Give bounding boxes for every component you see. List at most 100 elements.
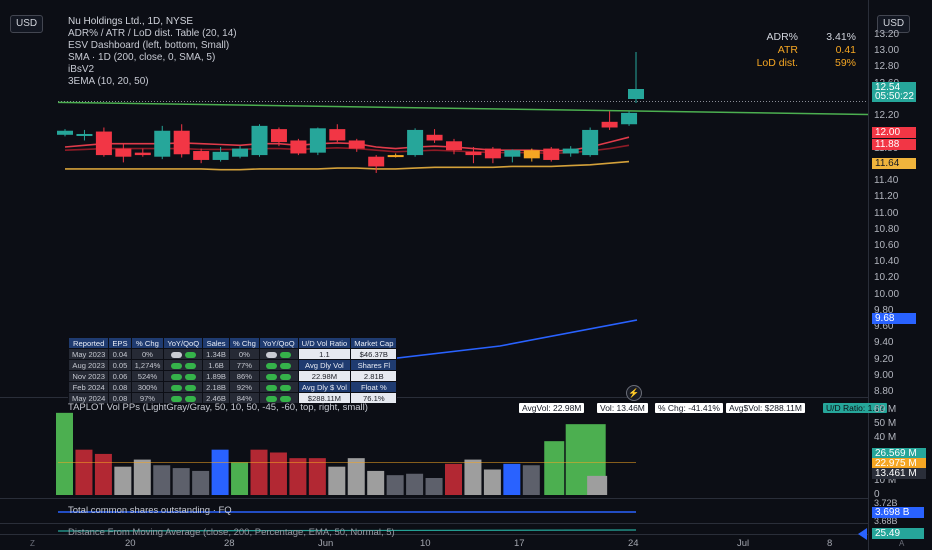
candle-body [290, 140, 307, 154]
currency-button-left[interactable]: USD [10, 15, 44, 33]
status-dot-icon [280, 384, 292, 391]
table-cell: Feb 2024 [67, 381, 110, 393]
axis-divider [868, 0, 869, 550]
volume-pane-title[interactable]: TAPLOT Vol PPs (LightGray/Gray, 50, 10, … [68, 402, 368, 413]
table-cell: 0.06 [108, 370, 132, 382]
price-axis-label: 10.40 [874, 256, 900, 268]
volume-bar [269, 452, 287, 495]
time-axis-divider [0, 534, 868, 535]
indicator-3ema[interactable]: 3EMA (10, 20, 50) [68, 76, 149, 87]
table-cell: 0% [229, 348, 260, 360]
table-cell: 0.04 [108, 348, 132, 360]
yoy-indicator-cell [163, 392, 204, 404]
candle-body [484, 148, 501, 159]
status-dot-icon [170, 351, 182, 358]
status-dot-icon [266, 362, 278, 369]
zoom-icon[interactable]: Z [30, 539, 35, 548]
pane-divider [0, 523, 868, 524]
lightning-icon[interactable]: ⚡ [626, 385, 642, 401]
time-axis-label: 8 [827, 538, 833, 549]
adr-value: 59% [834, 57, 856, 69]
volume-stat-box: % Chg: -41.41% [655, 403, 723, 413]
price-axis-label: 12.80 [874, 61, 900, 73]
status-dot-icon [184, 351, 196, 358]
table-row: May 2023 0.04 0% 1.34B 0% 1.1 $46.37B [67, 348, 398, 360]
volume-axis-label: 10 M [874, 474, 897, 486]
volume-bar [211, 449, 229, 495]
table-cell: Avg Dly $ Vol [297, 381, 352, 393]
status-dot-icon [170, 362, 182, 369]
candle-body [601, 121, 618, 128]
volume-tag: 22.975 M [872, 458, 926, 469]
status-dot-icon [170, 384, 182, 391]
table-cell: 0.08 [108, 381, 132, 393]
distance-pane-title[interactable]: Distance From Moving Average (close, 200… [68, 527, 395, 538]
price-tag: 11.64 [872, 158, 916, 169]
yoy-indicator-cell [258, 381, 299, 393]
adr-label: ATR [777, 44, 798, 56]
volume-tag: 13.461 M [872, 468, 926, 479]
table-cell: 1.6B [202, 359, 230, 371]
table-cell: Avg Dly Vol [297, 359, 352, 371]
table-header: EPS [108, 337, 132, 349]
table-cell: 22.98M [297, 370, 352, 382]
table-header: Reported [67, 337, 110, 349]
distance-tag: 25.49 [872, 528, 924, 539]
time-axis-label: Jun [318, 538, 334, 549]
status-dot-icon [280, 351, 292, 358]
table-row: May 2024 0.08 97% 2.46B 84% $288.11M 76.1% [67, 392, 398, 404]
status-dot-icon [266, 373, 278, 380]
price-axis-label: 13.00 [874, 45, 900, 57]
table-cell: 2.46B [202, 392, 230, 404]
yoy-indicator-cell [258, 359, 299, 371]
price-tag: 11.88 [872, 139, 916, 150]
price-axis-label: 9.80 [874, 304, 894, 316]
indicator-sma[interactable]: SMA · 1D (200, close, 0, SMA, 5) [68, 52, 216, 63]
price-axis-label: 9.40 [874, 337, 894, 349]
time-axis-label: 20 [125, 538, 136, 549]
table-cell: 0.05 [108, 359, 132, 371]
status-dot-icon [266, 351, 278, 358]
candle-body [582, 129, 599, 156]
table-cell: 77% [229, 359, 260, 371]
candle-body [115, 148, 132, 157]
price-axis-label: 11.20 [874, 191, 899, 203]
volume-bar [289, 458, 307, 495]
auto-scale-icon[interactable]: A [899, 539, 905, 548]
shares-tag: 3.698 B [872, 507, 924, 518]
candle-body [212, 151, 229, 160]
time-axis-label: 10 [420, 538, 431, 549]
candle-body [348, 140, 365, 149]
candle-body [543, 148, 560, 160]
currency-button-right[interactable]: USD [877, 15, 911, 33]
candle-body [57, 130, 73, 135]
volume-bar [75, 449, 93, 495]
yoy-indicator-cell [258, 370, 299, 382]
volume-stat-box: U/D Ratio: 1.12 [823, 403, 888, 413]
price-axis-label: 11.40 [874, 175, 899, 187]
price-tag: 05:50:22 [872, 91, 916, 102]
volume-axis-label: 50 M [874, 418, 897, 430]
table-cell: 300% [130, 381, 165, 393]
candle-body [251, 125, 268, 156]
status-dot-icon [170, 373, 182, 380]
symbol-title[interactable]: Nu Holdings Ltd., 1D, NYSE [68, 16, 194, 27]
indicator-adr-table[interactable]: ADR% / ATR / LoD dist. Table (20, 14) [68, 28, 237, 39]
table-cell: $46.37B [350, 348, 398, 360]
price-axis-label: 12.20 [874, 110, 900, 122]
time-axis-label: Jul [737, 538, 750, 549]
table-cell: Aug 2023 [67, 359, 110, 371]
shares-axis-bottom: 3.68B [874, 516, 898, 526]
table-cell: 2.81B [350, 370, 398, 382]
indicator-esv-dashboard[interactable]: ESV Dashboard (left, bottom, Small) [68, 40, 230, 51]
price-axis-label: 9.20 [874, 353, 894, 365]
table-header: % Chg [229, 337, 260, 349]
indicator-ibsv2[interactable]: iBsV2 [68, 64, 95, 75]
shares-pane-title[interactable]: Total common shares outstanding · FQ [68, 505, 232, 516]
volume-bar [445, 463, 462, 495]
volume-bar [367, 470, 385, 495]
candle-body [465, 151, 482, 156]
price-axis-label: 10.20 [874, 272, 900, 284]
volume-bar [153, 465, 171, 495]
